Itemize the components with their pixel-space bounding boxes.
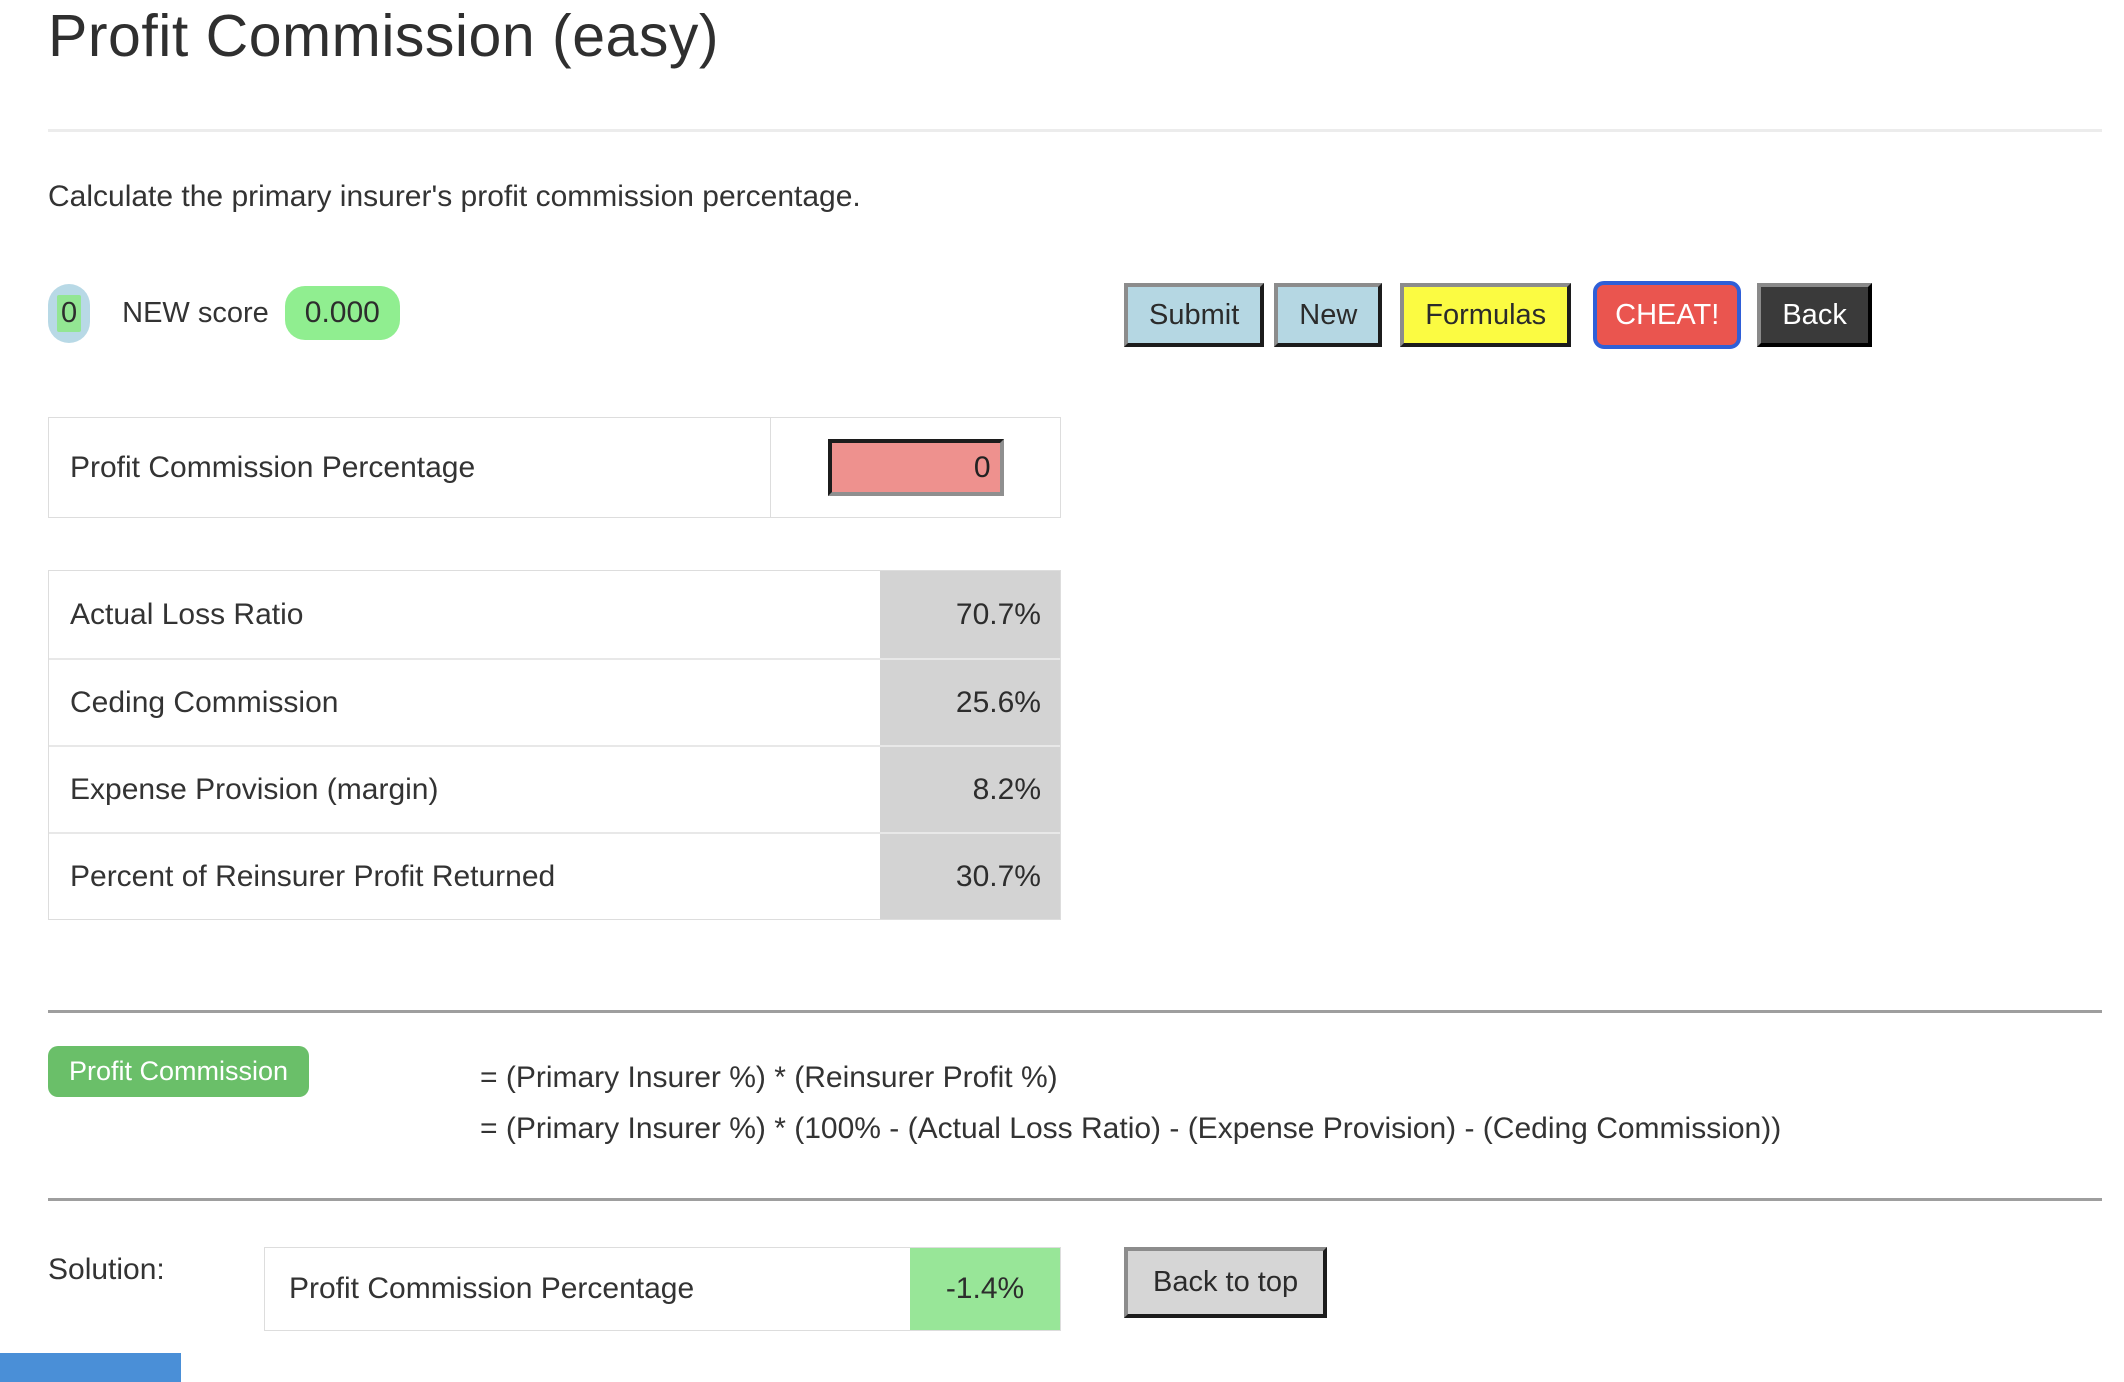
attempts-count: 0 — [57, 294, 82, 332]
row-value: 30.7% — [877, 834, 1060, 919]
solution-value: -1.4% — [910, 1248, 1060, 1330]
submit-button[interactable]: Submit — [1124, 283, 1265, 347]
solution-heading: Solution: — [48, 1253, 165, 1286]
partial-footer-bar[interactable] — [0, 1353, 181, 1382]
solution-table: Profit Commission Percentage -1.4% — [264, 1247, 1061, 1331]
given-values-table: Actual Loss Ratio 70.7% Ceding Commissio… — [48, 570, 1061, 920]
table-row: Percent of Reinsurer Profit Returned 30.… — [49, 832, 1060, 919]
answer-input-cell — [771, 418, 1060, 517]
title-divider — [48, 129, 2102, 132]
formulas-top-divider — [48, 1010, 2102, 1013]
score-value-badge: 0.000 — [284, 286, 400, 340]
row-value: 70.7% — [877, 571, 1060, 658]
row-value: 25.6% — [877, 660, 1060, 745]
formula-lines: = (Primary Insurer %) * (Reinsurer Profi… — [480, 1052, 1781, 1154]
formula-line-1: = (Primary Insurer %) * (Reinsurer Profi… — [480, 1061, 1058, 1094]
row-label: Percent of Reinsurer Profit Returned — [49, 834, 877, 919]
new-button[interactable]: New — [1274, 283, 1383, 347]
score-label: NEW score — [122, 296, 269, 329]
formulas-bottom-divider — [48, 1198, 2102, 1201]
formulas-button[interactable]: Formulas — [1400, 283, 1572, 347]
toolbar: Submit New Formulas CHEAT! Back — [1124, 281, 1872, 349]
table-row: Expense Provision (margin) 8.2% — [49, 745, 1060, 832]
row-label: Ceding Commission — [49, 660, 877, 745]
back-to-top-button[interactable]: Back to top — [1124, 1247, 1328, 1318]
page-title: Profit Commission (easy) — [48, 3, 719, 69]
row-value: 8.2% — [877, 747, 1060, 832]
solution-row-label: Profit Commission Percentage — [289, 1272, 695, 1305]
back-button[interactable]: Back — [1757, 283, 1872, 347]
score-row: 0 NEW score 0.000 — [48, 281, 400, 345]
answer-table: Profit Commission Percentage — [48, 417, 1061, 518]
table-row: Ceding Commission 25.6% — [49, 658, 1060, 745]
formula-badge: Profit Commission — [48, 1046, 310, 1097]
formula-line-2: = (Primary Insurer %) * (100% - (Actual … — [480, 1112, 1782, 1145]
instruction-text: Calculate the primary insurer's profit c… — [48, 180, 861, 213]
answer-input[interactable] — [827, 439, 1004, 496]
row-label: Actual Loss Ratio — [49, 571, 877, 658]
row-label: Expense Provision (margin) — [49, 747, 877, 832]
back-to-top-wrap: Back to top — [1124, 1247, 1328, 1318]
cheat-button[interactable]: CHEAT! — [1593, 281, 1742, 349]
table-row: Actual Loss Ratio 70.7% — [49, 571, 1060, 658]
attempts-badge: 0 — [48, 283, 91, 343]
answer-label: Profit Commission Percentage — [49, 418, 771, 517]
